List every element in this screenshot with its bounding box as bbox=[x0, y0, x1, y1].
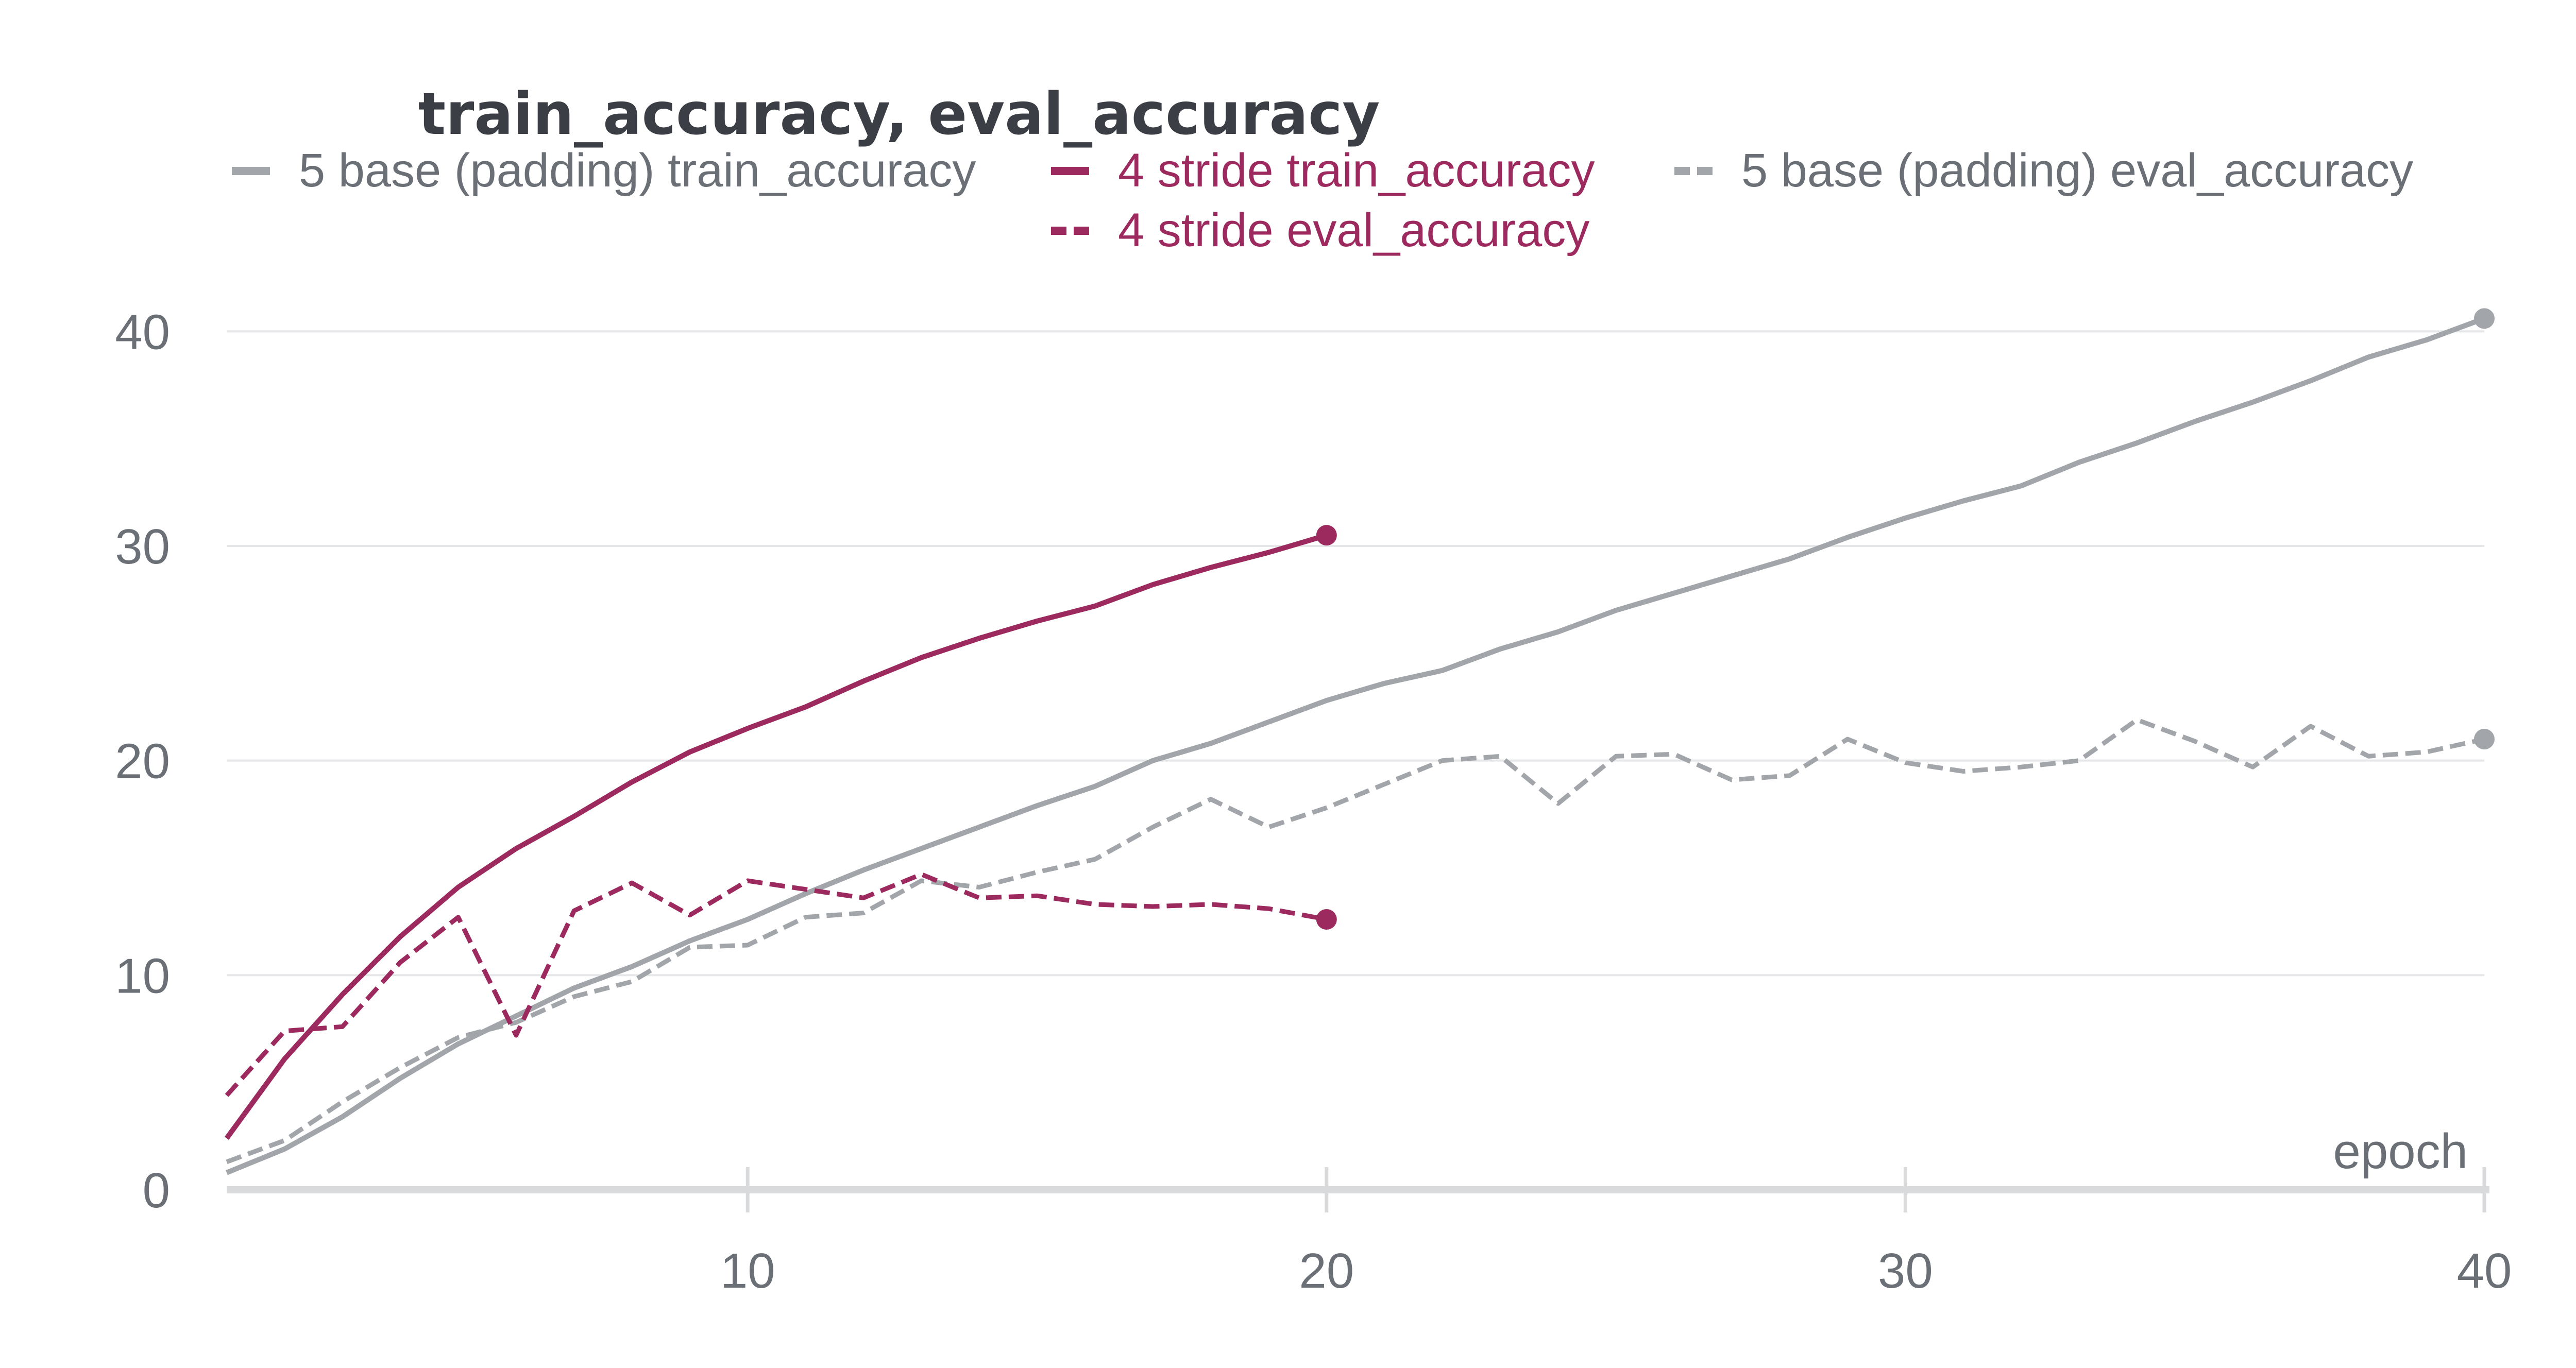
x-axis-label: epoch bbox=[2333, 1124, 2468, 1179]
y-tick-label: 40 bbox=[115, 304, 170, 360]
legend-label: 4 stride eval_accuracy bbox=[1118, 204, 1589, 256]
y-axis-ticks: 0 10 20 30 40 bbox=[115, 304, 170, 1218]
series-end-point bbox=[2474, 729, 2495, 749]
series-end-point bbox=[1316, 909, 1337, 930]
x-tick-label: 20 bbox=[1299, 1243, 1354, 1298]
x-tick-label: 40 bbox=[2457, 1243, 2512, 1298]
series-line bbox=[225, 872, 1327, 1097]
series-1 bbox=[224, 525, 1337, 1140]
series-line bbox=[226, 717, 2485, 1165]
grid-lines bbox=[227, 330, 2484, 977]
legend-item: 4 stride eval_accuracy bbox=[1051, 204, 1589, 256]
series-layer bbox=[224, 308, 2495, 1175]
legend-item: 4 stride train_accuracy bbox=[1051, 144, 1595, 197]
y-tick-label: 0 bbox=[143, 1163, 170, 1218]
series-0 bbox=[226, 308, 2495, 1175]
series-end-point bbox=[2474, 308, 2495, 329]
series-3 bbox=[225, 872, 1337, 1097]
legend-label: 5 base (padding) eval_accuracy bbox=[1741, 144, 2413, 197]
x-axis: 10 20 30 40 bbox=[227, 1167, 2512, 1298]
x-tick-label: 10 bbox=[720, 1243, 775, 1298]
legend-item: 5 base (padding) eval_accuracy bbox=[1674, 144, 2413, 197]
legend-label: 5 base (padding) train_accuracy bbox=[299, 144, 976, 197]
series-2 bbox=[226, 717, 2495, 1165]
legend-label: 4 stride train_accuracy bbox=[1118, 144, 1595, 197]
series-end-point bbox=[1316, 525, 1337, 546]
chart-title: train_accuracy, eval_accuracy bbox=[418, 81, 1380, 148]
legend: 5 base (padding) train_accuracy 4 stride … bbox=[232, 144, 2413, 256]
x-tick-label: 30 bbox=[1878, 1243, 1933, 1298]
series-line bbox=[226, 316, 2485, 1175]
y-tick-label: 30 bbox=[115, 519, 170, 574]
legend-item: 5 base (padding) train_accuracy bbox=[232, 144, 976, 197]
series-line bbox=[224, 533, 1328, 1140]
y-tick-label: 20 bbox=[115, 734, 170, 789]
y-tick-label: 10 bbox=[115, 948, 170, 1003]
